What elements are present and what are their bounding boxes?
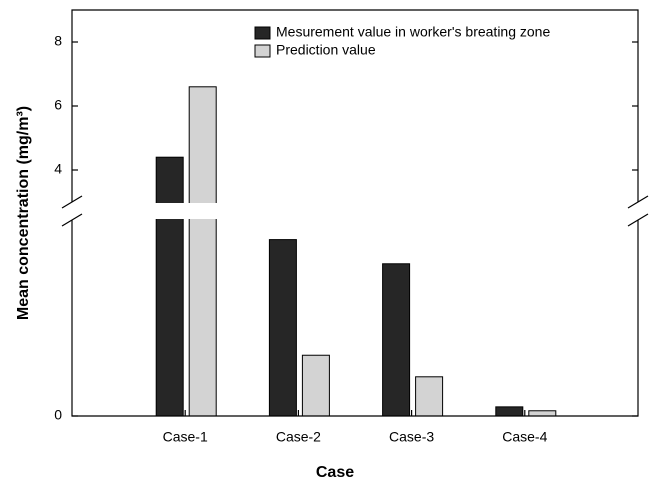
axis-break-mark [627,195,649,209]
y-axis-label: Mean concentration (mg/m³) [15,106,32,320]
bar [155,156,184,417]
x-axis-label: Case [316,464,354,481]
y-tick-label: 4 [54,161,62,177]
legend-swatch [254,26,271,40]
x-tick-label: Case-4 [502,429,547,445]
legend-label: Mesurement value in worker's breating zo… [276,24,550,40]
y-tick-label: 6 [54,97,62,113]
axis-break-mark [627,213,649,227]
axis-break-mark [61,195,83,209]
y-tick-label: 0 [54,407,62,423]
bar [188,86,217,417]
x-tick-label: Case-1 [163,429,208,445]
x-tick-label: Case-3 [389,429,434,445]
x-tick-label: Case-2 [276,429,321,445]
bar [415,376,444,417]
bar [268,239,297,417]
legend-label: Prediction value [276,42,376,58]
y-tick-label: 8 [54,33,62,49]
bar [495,406,524,417]
axis-break-gap [60,203,650,219]
axis-break-mark [61,213,83,227]
bar [528,410,557,417]
legend-swatch [254,44,271,58]
bar [382,263,411,417]
bar [301,354,330,417]
